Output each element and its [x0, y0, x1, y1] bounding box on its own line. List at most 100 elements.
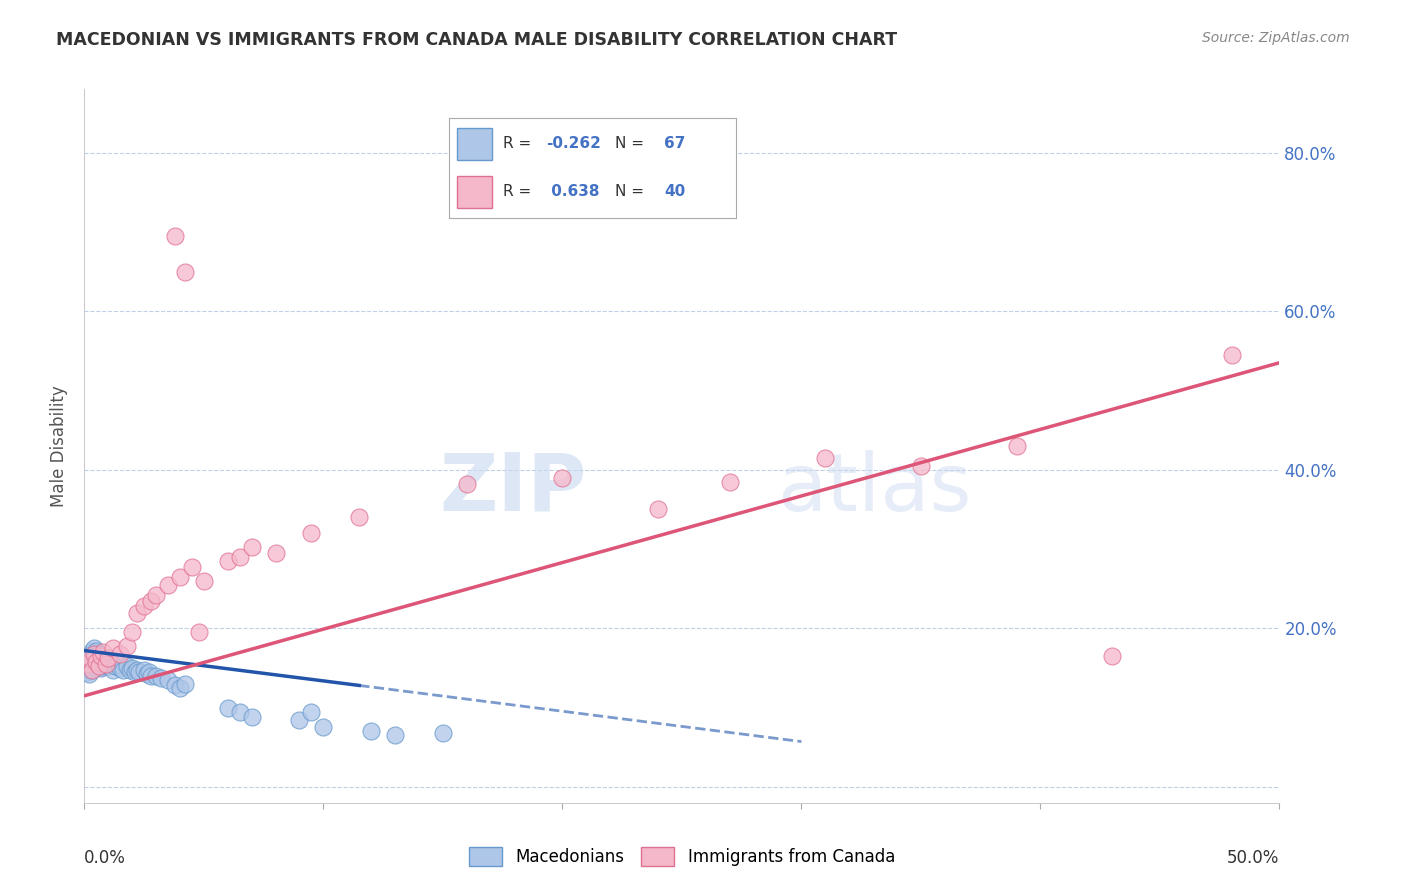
Point [77, 655, 100, 669]
Point [77, 667, 100, 681]
Point [86, 655, 108, 669]
Point [301, 705, 323, 719]
Point [432, 726, 454, 740]
Point [121, 625, 143, 640]
Point [76, 661, 98, 675]
Point [107, 657, 129, 671]
Point [87, 659, 110, 673]
Point [125, 663, 148, 677]
Point [910, 458, 932, 473]
Point [76, 657, 98, 671]
Point [121, 661, 143, 675]
Point [83, 647, 105, 661]
Point [104, 659, 127, 673]
Point [80, 663, 103, 677]
Point [93, 653, 115, 667]
Point [87, 659, 110, 673]
Point [110, 647, 132, 661]
Point [77, 651, 100, 665]
Point [240, 541, 263, 555]
Text: ZIP: ZIP [439, 450, 586, 528]
Point [217, 554, 239, 568]
Point [87, 647, 110, 661]
Point [76, 657, 98, 671]
Text: 50.0%: 50.0% [1227, 849, 1279, 867]
Point [145, 669, 167, 683]
Point [188, 625, 211, 640]
Point [229, 705, 252, 719]
Point [100, 655, 122, 669]
Point [86, 643, 108, 657]
Point [240, 710, 263, 724]
Point [132, 599, 156, 614]
Point [193, 574, 215, 588]
Point [94, 657, 117, 671]
Point [456, 477, 478, 491]
Point [76, 665, 98, 679]
Point [80, 663, 103, 677]
Point [138, 665, 160, 679]
Point [86, 661, 108, 675]
Point [80, 657, 103, 671]
Point [94, 651, 117, 665]
Point [90, 655, 112, 669]
Point [384, 728, 406, 742]
Point [118, 663, 141, 677]
Point [169, 681, 191, 695]
Point [83, 651, 105, 665]
Point [83, 641, 105, 656]
Point [217, 700, 239, 714]
Point [90, 649, 112, 664]
Point [145, 588, 167, 602]
Point [301, 526, 323, 541]
Point [132, 663, 156, 677]
Point [101, 663, 124, 677]
Point [93, 658, 115, 673]
Point [173, 677, 195, 691]
Point [97, 651, 120, 665]
Point [83, 647, 105, 661]
Point [229, 549, 252, 564]
Point [181, 559, 204, 574]
Point [128, 665, 150, 679]
Point [86, 649, 108, 664]
Point [83, 657, 105, 671]
Text: 0.0%: 0.0% [84, 849, 127, 867]
Point [111, 663, 134, 677]
Point [814, 450, 837, 465]
Text: MACEDONIAN VS IMMIGRANTS FROM CANADA MALE DISABILITY CORRELATION CHART: MACEDONIAN VS IMMIGRANTS FROM CANADA MAL… [56, 31, 897, 49]
Y-axis label: Male Disability: Male Disability [51, 385, 69, 507]
Point [141, 669, 163, 683]
Point [135, 666, 157, 681]
Point [360, 724, 382, 739]
Point [647, 502, 669, 516]
Legend: Macedonians, Immigrants from Canada: Macedonians, Immigrants from Canada [463, 840, 901, 873]
Point [173, 264, 195, 278]
Point [264, 546, 287, 560]
Point [80, 643, 103, 657]
Point [117, 659, 139, 673]
Point [1220, 348, 1243, 362]
Point [90, 649, 112, 664]
Point [110, 661, 132, 675]
Point [76, 653, 98, 667]
Point [312, 721, 335, 735]
Point [125, 606, 148, 620]
Point [551, 471, 574, 485]
Point [93, 645, 115, 659]
Point [94, 657, 117, 671]
Point [718, 475, 741, 489]
Point [157, 578, 180, 592]
Point [90, 661, 112, 675]
Point [101, 641, 124, 656]
Point [349, 510, 371, 524]
Point [1101, 649, 1123, 664]
Point [86, 655, 108, 669]
Point [149, 671, 172, 685]
Point [165, 228, 187, 243]
Point [165, 678, 187, 692]
Point [80, 655, 103, 669]
Point [169, 570, 191, 584]
Point [157, 673, 180, 687]
Point [80, 651, 103, 665]
